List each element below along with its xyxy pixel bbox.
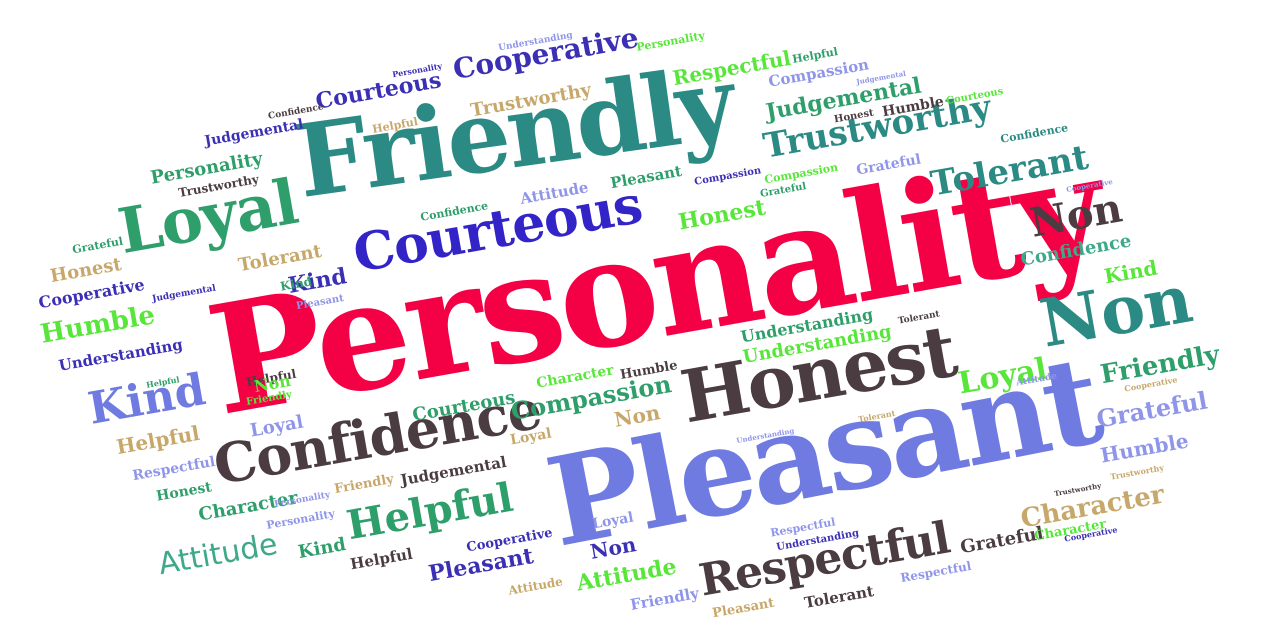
- word-grateful-medium: Grateful: [1094, 385, 1210, 434]
- word-attitude-thin: Attitude: [155, 526, 281, 583]
- word-helpful-small-2: Helpful: [348, 544, 414, 574]
- word-grateful-small-2: Grateful: [71, 234, 125, 257]
- word-attitude-small-1: Attitude: [507, 574, 564, 598]
- word-kind-small-1: Kind: [296, 533, 348, 564]
- word-humble-small-1: Humble: [1098, 428, 1191, 468]
- word-tolerant-small-1: Tolerant: [802, 582, 876, 612]
- word-respectful-small-1: Respectful: [131, 453, 217, 485]
- word-friendly-small-2: Friendly: [333, 471, 395, 498]
- word-friendly-large: Friendly: [288, 43, 740, 221]
- word-honest-small-2: Honest: [155, 479, 213, 505]
- word-trustworthy-small-4: Trustworthy: [1109, 462, 1165, 482]
- word-friendly-small-1: Friendly: [628, 584, 701, 614]
- word-judgemental-small-2: Judgemental: [203, 116, 305, 150]
